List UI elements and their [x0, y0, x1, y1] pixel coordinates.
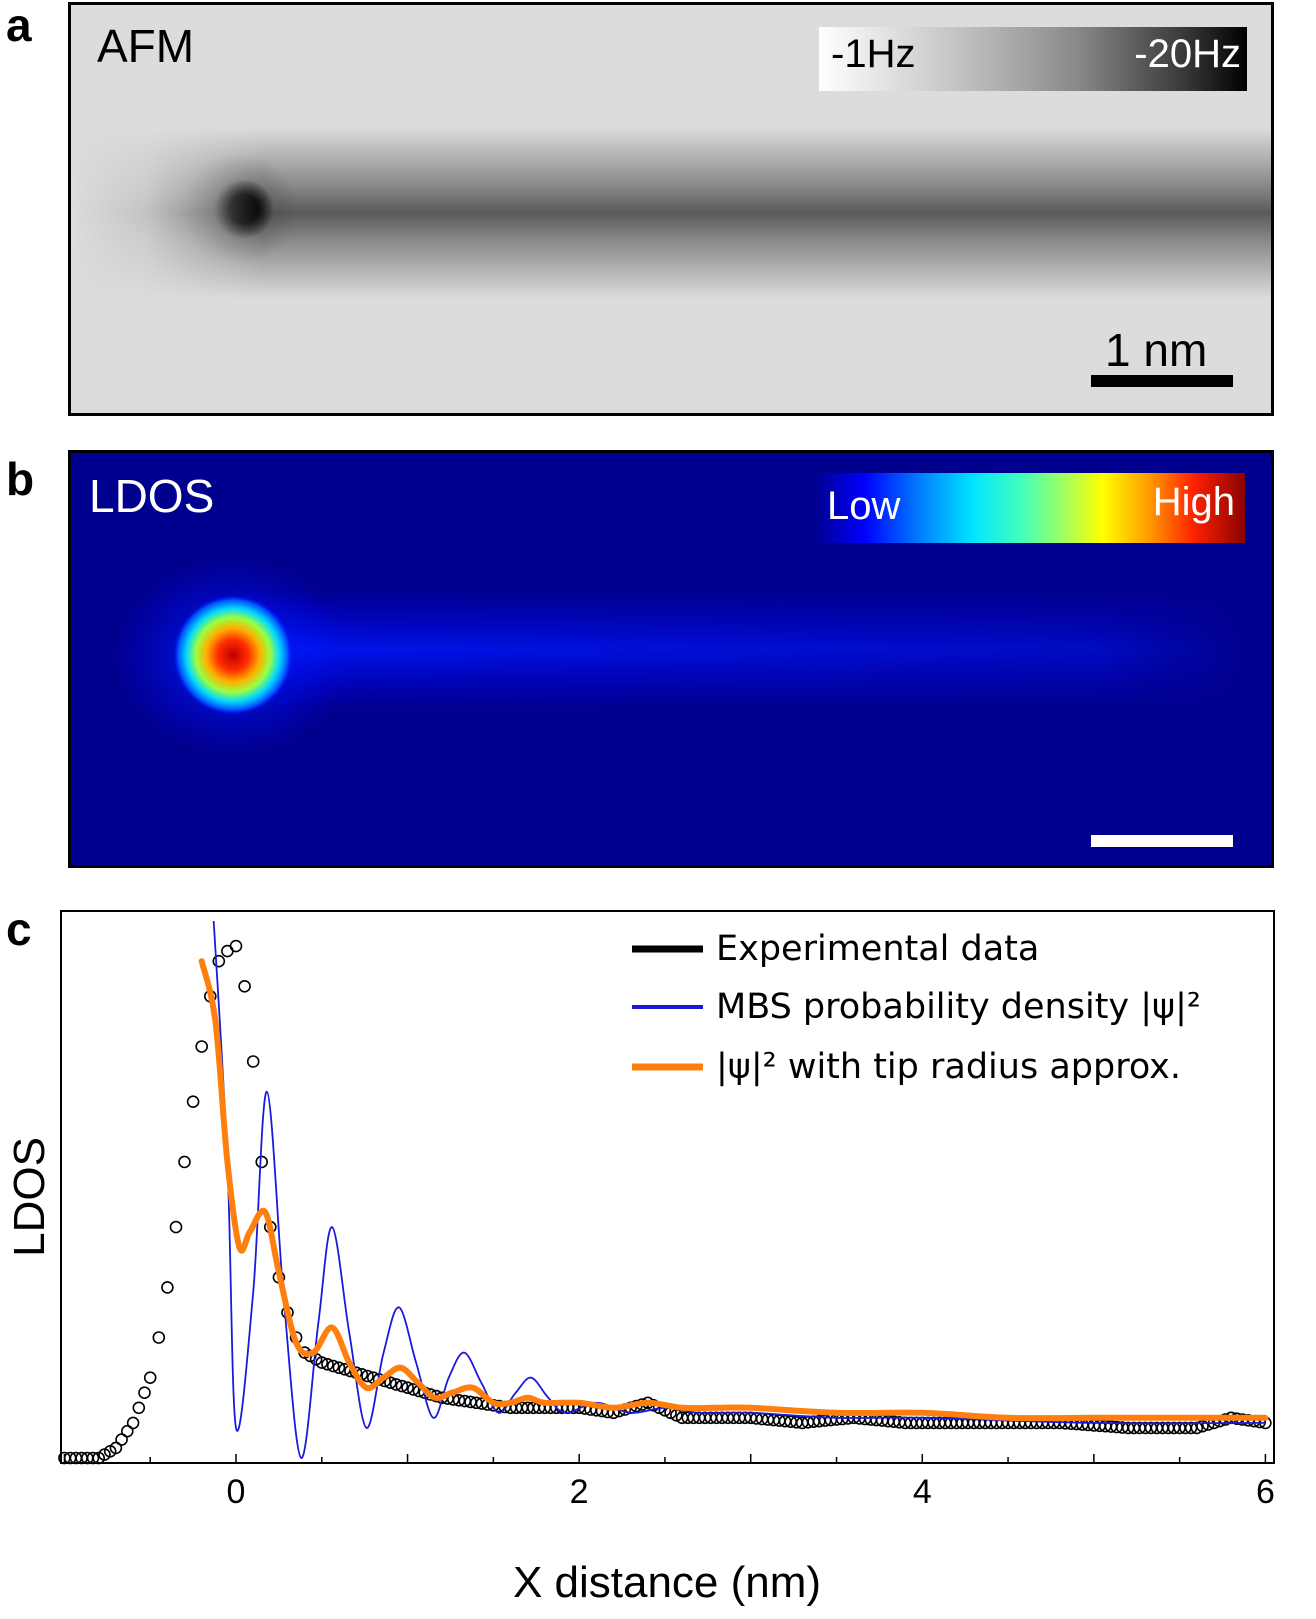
ldos-tail	[248, 590, 1248, 710]
x-axis-label: X distance (nm)	[513, 1558, 821, 1607]
experimental-point	[86, 1451, 100, 1465]
legend: Experimental data MBS probability densit…	[632, 929, 1201, 1087]
experimental-point	[212, 954, 226, 968]
experimental-point	[115, 1433, 128, 1446]
experimental-point	[361, 1369, 374, 1383]
experimental-point	[143, 1371, 157, 1385]
experimental-point	[384, 1376, 397, 1390]
experimental-point	[229, 939, 243, 953]
afm-colorbar-min: -1Hz	[831, 32, 916, 76]
ldos-spot	[173, 595, 293, 715]
experimental-point	[389, 1378, 403, 1391]
experimental-point	[238, 980, 251, 993]
experimental-point	[406, 1383, 420, 1396]
x-tick-label: 6	[1256, 1473, 1275, 1511]
panel-c-letter: c	[6, 903, 32, 955]
x-tick-label: 2	[570, 1473, 589, 1511]
experimental-point	[186, 1095, 200, 1108]
panel-b-letter: b	[6, 453, 35, 505]
afm-label: AFM	[97, 20, 195, 72]
y-axis-label: LDOS	[5, 1137, 54, 1257]
experimental-point	[321, 1357, 334, 1371]
experimental-point	[395, 1379, 409, 1393]
ldos-line-chart: 0 2 4 6 X distance (nm) LDOS Experimental d…	[5, 910, 1275, 1607]
series-tip-line	[198, 958, 1269, 1422]
experimental-point	[126, 1416, 140, 1430]
experimental-point	[178, 1155, 191, 1169]
experimental-point	[138, 1386, 151, 1400]
x-tick-label: 4	[913, 1473, 932, 1511]
ldos-label: LDOS	[89, 470, 215, 522]
experimental-point	[132, 1401, 146, 1415]
panel-a-letter: a	[6, 0, 32, 51]
afm-scalebar	[1091, 375, 1233, 387]
x-tick-label: 0	[227, 1473, 246, 1511]
ldos-colorbar-max: High	[1152, 480, 1235, 524]
legend-label-mbs: MBS probability density |ψ|²	[716, 987, 1201, 1027]
experimental-point	[121, 1424, 134, 1438]
experimental-point	[315, 1356, 329, 1369]
ldos-colorbar: Low High	[813, 473, 1245, 543]
ldos-map	[113, 556, 1248, 756]
ldos-colorbar-min: Low	[827, 484, 901, 528]
experimental-point	[246, 1055, 260, 1068]
legend-label-tip: |ψ|² with tip radius approx.	[716, 1047, 1181, 1087]
experimental-point	[109, 1441, 123, 1455]
experimental-point	[326, 1359, 340, 1373]
afm-colorbar-max: -20Hz	[1134, 32, 1241, 76]
experimental-point	[401, 1381, 414, 1395]
afm-fade	[71, 5, 263, 413]
ldos-scalebar	[1091, 835, 1233, 847]
legend-label-experimental: Experimental data	[716, 929, 1039, 969]
afm-colorbar: -1Hz -20Hz	[819, 27, 1247, 91]
experimental-point	[332, 1361, 346, 1375]
plot-frame	[60, 910, 1275, 1464]
experimental-point	[161, 1281, 174, 1294]
experimental-point	[169, 1220, 183, 1234]
ldos-image: LDOS Low High	[68, 450, 1274, 868]
afm-image: AFM -1Hz -20Hz 1 nm	[68, 2, 1274, 416]
experimental-point	[152, 1331, 166, 1344]
experimental-point	[255, 1155, 269, 1169]
afm-scalebar-label: 1 nm	[1105, 324, 1208, 376]
experimental-point	[195, 1040, 208, 1053]
